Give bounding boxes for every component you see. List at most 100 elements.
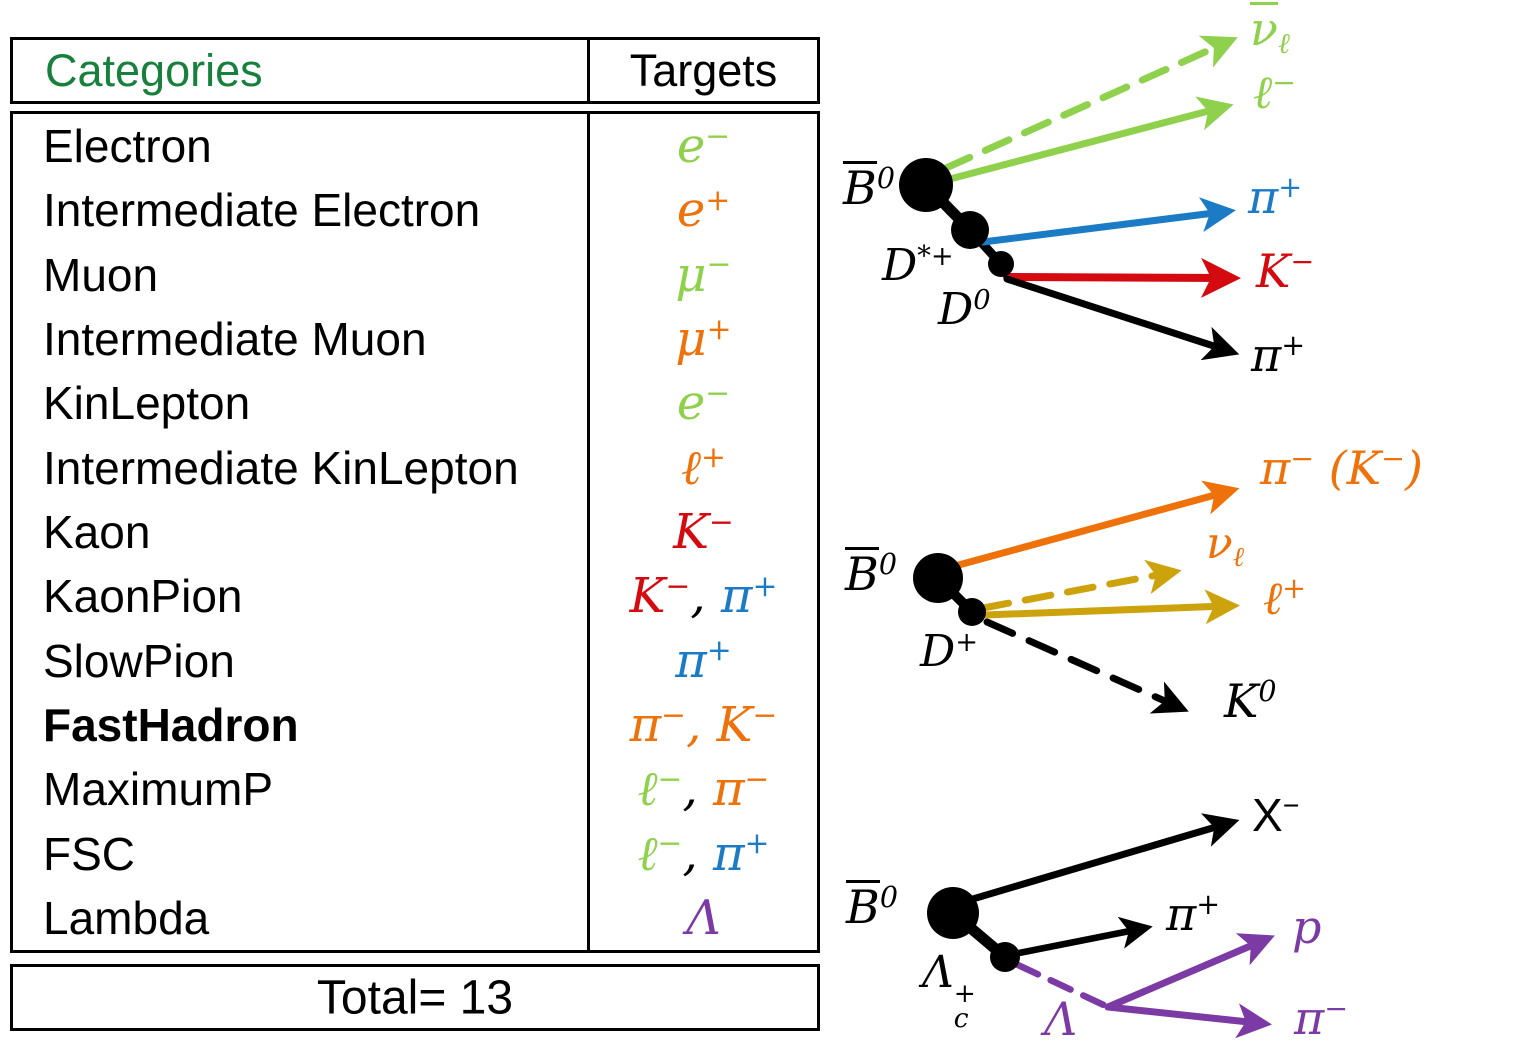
category-label: Kaon <box>43 506 151 559</box>
category-label: SlowPion <box>43 634 235 687</box>
column-divider <box>587 40 590 101</box>
label-k0: K0 <box>1224 677 1277 725</box>
particle-token: π+ <box>720 568 778 625</box>
particle-token: νℓ <box>1250 2 1290 60</box>
label-lambdac-plus: Λ + c <box>922 947 976 1034</box>
particle-token: K− <box>673 504 734 561</box>
target-particles: K−, π+ <box>590 572 817 621</box>
category-label: Intermediate Electron <box>43 184 481 237</box>
particle-token: K− <box>629 568 691 625</box>
table-row: FSC ℓ−, π+ <box>13 821 817 885</box>
target-particles: K− <box>590 507 817 556</box>
label-d0: D0 <box>938 284 991 335</box>
target-particles: ℓ−, π+ <box>590 829 817 878</box>
label-lepton-minus: ℓ− <box>1253 68 1296 116</box>
header-categories: Categories <box>45 44 263 96</box>
particle-token: D+ <box>920 626 979 677</box>
category-label: Electron <box>43 120 212 173</box>
particle-token: K0 <box>1224 674 1277 728</box>
particle-token: D0 <box>938 284 991 335</box>
target-particles: e− <box>590 121 817 170</box>
column-divider <box>587 114 590 950</box>
label-proton: p <box>1292 903 1321 951</box>
table-row: MaximumP ℓ−, π− <box>13 757 817 821</box>
table-body-box: Electron e− Intermediate Electron e+ Muon μ− I… <box>10 111 820 953</box>
decay-diagram-top <box>899 35 1241 361</box>
label-b0bar: B0 <box>845 547 897 598</box>
arrow-proton <box>1104 933 1275 1011</box>
table-row: KinLepton e− <box>13 371 817 435</box>
particle-token: π+ <box>1251 328 1306 382</box>
vertex-dstar <box>951 211 989 249</box>
arrow-lepton-minus <box>946 96 1234 183</box>
target-particles: Λ <box>590 894 817 942</box>
category-label: KaonPion <box>43 570 243 623</box>
particle-token: e− <box>676 375 731 432</box>
label-antineutrino: νℓ <box>1250 2 1290 60</box>
particle-token: ℓ+ <box>681 439 726 496</box>
particle-token: K− <box>1256 244 1315 298</box>
arrow-kaon <box>1003 257 1241 298</box>
label-dplus: D+ <box>920 626 979 677</box>
label-pion-minus-kaon: π− (K−) <box>1260 444 1423 492</box>
particle-token: π− (K−) <box>1260 441 1423 495</box>
particle-token: Λ <box>1044 992 1078 1046</box>
particle-token: μ+ <box>675 311 732 368</box>
particle-token: B0 <box>845 547 897 601</box>
particle-token: π+ <box>712 825 770 882</box>
arrow-k0 <box>983 618 1189 714</box>
table-row: Muon μ− <box>13 243 817 307</box>
arrow-lepton-plus <box>981 589 1240 625</box>
label-lambda: Λ <box>1044 995 1077 1043</box>
particle-token: ℓ− <box>1253 65 1297 119</box>
particle-token: , <box>682 825 713 882</box>
target-particles: e− <box>590 379 817 428</box>
particle-token: Λ + c <box>922 947 976 1034</box>
particle-token: ℓ− <box>637 825 683 882</box>
category-label: Intermediate Muon <box>43 313 427 366</box>
vertex-b0bar <box>927 887 979 939</box>
vertex-b0bar <box>899 158 953 212</box>
label-b0bar: B0 <box>843 161 895 212</box>
particle-token: e+ <box>676 182 731 239</box>
category-label: MaximumP <box>43 763 274 816</box>
total-label: Total= 13 <box>316 971 514 1024</box>
table-row: Intermediate KinLepton ℓ+ <box>13 436 817 500</box>
particle-token: π+ <box>1166 887 1221 941</box>
table-row: Kaon K− <box>13 500 817 564</box>
particle-token: , <box>690 568 721 625</box>
table-row: SlowPion π+ <box>13 629 817 693</box>
particle-token: ℓ− <box>637 761 683 818</box>
vertex-d0 <box>988 251 1014 277</box>
label-x-minus: X− <box>1252 791 1299 839</box>
arrow-x-minus <box>962 813 1240 905</box>
particle-token: p <box>1292 900 1322 954</box>
arrow-pion <box>1003 275 1240 361</box>
target-particles: π−, K− <box>590 700 817 749</box>
particle-token: Λ <box>686 889 721 946</box>
label-neutrino: νℓ <box>1206 518 1245 573</box>
target-particles: π+ <box>590 636 817 685</box>
target-particles: μ+ <box>590 314 817 363</box>
arrow-neutrino <box>979 559 1182 612</box>
target-particles: e+ <box>590 186 817 235</box>
table-row: Electron e− <box>13 114 817 178</box>
particle-token: π− <box>712 761 770 818</box>
category-rows: Electron e− Intermediate Electron e+ Muon μ− I… <box>13 114 817 950</box>
vertex-b0bar <box>913 553 963 603</box>
particle-token: B0 <box>843 161 895 215</box>
category-label: KinLepton <box>43 377 251 430</box>
label-b0bar: B0 <box>846 880 898 931</box>
particle-token: μ− <box>675 246 732 303</box>
particle-token: νℓ <box>1206 518 1245 573</box>
particle-token: ℓ+ <box>1263 571 1307 625</box>
table-row: Intermediate Muon μ+ <box>13 307 817 371</box>
particle-token: π−, K− <box>629 696 778 753</box>
arrow-pion-plus <box>1015 916 1153 957</box>
target-particles: ℓ−, π− <box>590 765 817 814</box>
label-kaon-minus: K− <box>1256 247 1314 295</box>
header-targets: Targets <box>629 44 778 96</box>
label-pion-plus-slow: π+ <box>1248 173 1302 221</box>
